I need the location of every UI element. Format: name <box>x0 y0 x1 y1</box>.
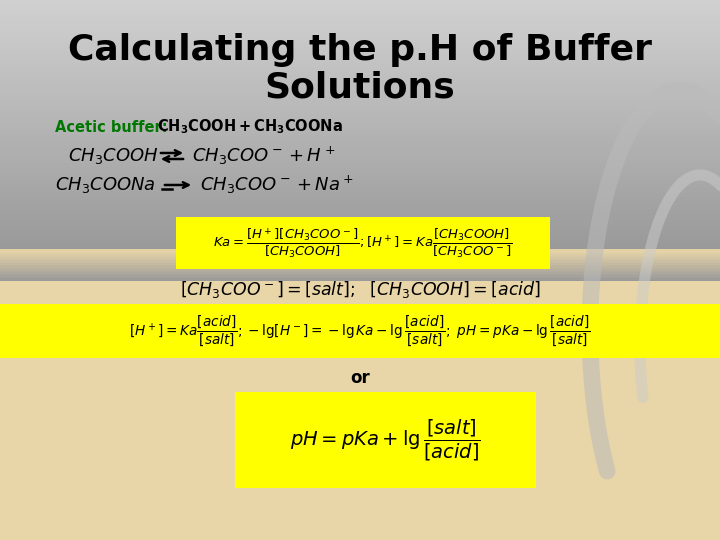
Text: or: or <box>350 369 370 387</box>
Bar <box>0 248 720 253</box>
Bar <box>0 0 720 4</box>
Bar <box>0 65 720 71</box>
Bar <box>0 304 720 358</box>
Bar <box>0 111 720 117</box>
Bar <box>0 69 720 75</box>
Bar <box>0 148 720 155</box>
Bar <box>0 2 720 8</box>
Bar <box>0 224 720 230</box>
Text: $pH = pKa + \lg\dfrac{[salt]}{[acid]}$: $pH = pKa + \lg\dfrac{[salt]}{[acid]}$ <box>289 417 480 463</box>
Bar <box>0 40 720 46</box>
Bar <box>0 273 720 276</box>
Bar <box>0 199 720 205</box>
Bar <box>0 275 720 280</box>
Bar <box>0 98 720 105</box>
Text: Acetic buffer:: Acetic buffer: <box>55 119 168 134</box>
Bar <box>0 107 720 113</box>
Bar <box>0 191 720 197</box>
Bar <box>0 277 720 281</box>
Bar <box>0 254 720 259</box>
Bar <box>0 132 720 138</box>
Bar <box>0 44 720 50</box>
Bar <box>0 178 720 184</box>
Bar <box>0 170 720 176</box>
Bar <box>0 11 720 17</box>
Bar <box>0 237 720 242</box>
Bar <box>0 268 720 272</box>
Bar <box>0 82 720 88</box>
Text: $CH_3COOH$: $CH_3COOH$ <box>68 146 158 166</box>
Text: $\mathbf{CH_3COOH + CH_3COONa}$: $\mathbf{CH_3COOH + CH_3COONa}$ <box>157 118 343 137</box>
Bar <box>0 245 720 251</box>
Bar <box>0 36 720 42</box>
Bar <box>0 174 720 180</box>
Bar <box>0 261 720 265</box>
Bar <box>0 94 720 100</box>
Bar <box>0 157 720 163</box>
Bar <box>0 165 720 172</box>
Bar <box>0 207 720 213</box>
Text: $[H^+] = Ka\dfrac{[acid]}{[salt]};-\lg[H^-] = -\lg Ka - \lg\dfrac{[acid]}{[salt]: $[H^+] = Ka\dfrac{[acid]}{[salt]};-\lg[H… <box>129 314 591 348</box>
Bar <box>0 119 720 125</box>
Bar <box>0 115 720 122</box>
Bar <box>0 259 720 263</box>
Bar <box>0 182 720 188</box>
Bar <box>0 186 720 192</box>
Bar <box>0 57 720 63</box>
Bar <box>0 250 720 254</box>
Text: $CH_3COO^- + H^+$: $CH_3COO^- + H^+$ <box>192 145 336 167</box>
Bar <box>0 78 720 84</box>
FancyBboxPatch shape <box>176 217 550 269</box>
Bar <box>0 136 720 142</box>
Text: $CH_3COONa$: $CH_3COONa$ <box>55 175 156 195</box>
Bar <box>0 252 720 255</box>
Bar <box>0 203 720 209</box>
Bar <box>0 23 720 29</box>
Bar <box>0 241 720 247</box>
FancyBboxPatch shape <box>235 392 536 488</box>
Bar <box>0 15 720 21</box>
Text: Solutions: Solutions <box>265 71 455 105</box>
Bar <box>0 86 720 92</box>
Bar <box>0 52 720 59</box>
Bar <box>0 61 720 67</box>
Bar <box>0 267 720 271</box>
Bar <box>0 212 720 218</box>
Text: Calculating the p.H of Buffer: Calculating the p.H of Buffer <box>68 33 652 67</box>
Bar <box>0 228 720 234</box>
Bar <box>0 161 720 167</box>
Bar <box>0 264 720 268</box>
Bar <box>0 258 720 261</box>
Text: $Ka = \dfrac{[H^+][CH_3COO^-]}{[CH_3COOH]}; [H^+] = Ka\dfrac{[CH_3COOH]}{[CH_3CO: $Ka = \dfrac{[H^+][CH_3COO^-]}{[CH_3COOH… <box>213 226 513 260</box>
Bar <box>0 153 720 159</box>
Bar <box>0 6 720 12</box>
Bar <box>0 269 720 274</box>
Bar <box>0 48 720 55</box>
Bar <box>0 145 720 151</box>
Bar <box>0 220 720 226</box>
Bar <box>0 215 720 222</box>
Bar <box>0 274 720 278</box>
Bar <box>0 195 720 201</box>
Bar <box>0 271 720 275</box>
Bar <box>0 19 720 25</box>
Bar <box>0 103 720 109</box>
Bar <box>0 124 720 130</box>
Bar <box>0 262 720 266</box>
Bar <box>0 31 720 38</box>
Bar <box>0 140 720 146</box>
Bar <box>0 256 720 260</box>
Bar <box>0 90 720 96</box>
Bar <box>0 265 720 269</box>
Text: $CH_3COO^- + Na^+$: $CH_3COO^- + Na^+$ <box>200 174 354 196</box>
Bar <box>0 128 720 134</box>
Bar <box>0 28 720 33</box>
Bar <box>0 253 720 257</box>
Bar <box>0 232 720 239</box>
Bar <box>0 73 720 79</box>
Text: $[CH_3COO^-]=[salt];\ \ [CH_3COOH]=[acid]$: $[CH_3COO^-]=[salt];\ \ [CH_3COOH]=[acid… <box>179 280 541 300</box>
